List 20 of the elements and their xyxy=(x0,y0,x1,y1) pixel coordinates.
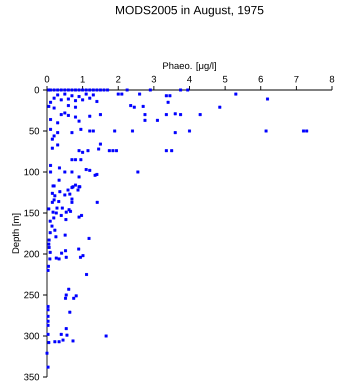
y-tick-label: 350 xyxy=(24,374,40,380)
x-tick-label: 8 xyxy=(330,76,334,82)
x-tick-label: 1 xyxy=(80,76,85,82)
y-tick-label: 200 xyxy=(24,250,40,258)
x-tick-label: 6 xyxy=(258,76,263,82)
chart-title: MODS2005 in August, 1975 xyxy=(116,6,264,17)
y-axis-title: Depth [m] xyxy=(12,214,21,254)
x-tick-label: 3 xyxy=(152,76,156,82)
x-axis-title: Phaeo. [μg/l] xyxy=(163,62,216,71)
x-tick-label: 7 xyxy=(294,76,299,82)
y-tick-label: 0 xyxy=(34,86,40,94)
x-tick-label: 4 xyxy=(187,76,192,82)
x-tick-label: 5 xyxy=(222,76,228,82)
y-tick-label: 300 xyxy=(24,332,40,340)
y-tick-label: 100 xyxy=(24,168,40,176)
y-tick-label: 250 xyxy=(24,292,40,298)
y-tick-label: 50 xyxy=(29,128,40,134)
x-tick-label: 0 xyxy=(44,76,50,82)
x-tick-label: 2 xyxy=(116,76,120,82)
y-tick-label: 150 xyxy=(24,210,40,216)
